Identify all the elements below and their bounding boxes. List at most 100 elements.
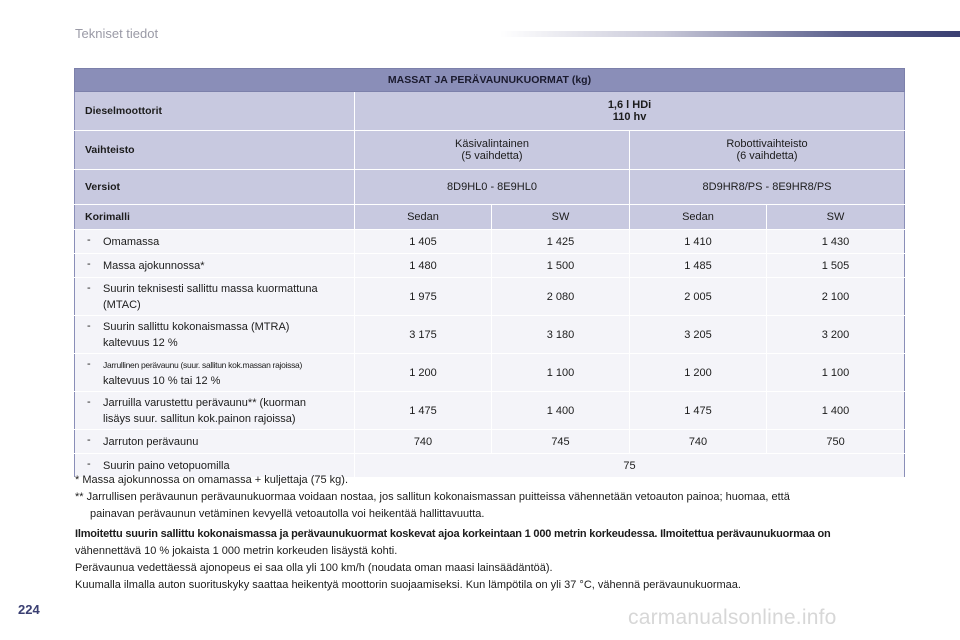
row-value: 1 200 [629,353,767,392]
row-dash: - [87,257,91,270]
row-dash: - [87,320,91,332]
row-value: 1 485 [629,253,767,278]
row-dash: - [87,457,91,470]
row-value: 1 100 [491,353,630,392]
row-dash: - [87,282,91,294]
gearbox-auto-line2: (6 vaihdetta) [736,150,798,162]
row-value: 1 505 [765,253,905,278]
row-value: 1 410 [629,229,767,254]
row-dash: - [87,433,91,446]
engine-line2: 110 hv [612,111,647,123]
engine-label: Dieselmoottorit [74,91,355,131]
footnotes: * Massa ajokunnossa on omamassa + kuljet… [75,472,905,594]
row-label-line2: lisäys suur. sallitun kok.painon rajoiss… [103,412,296,425]
engine-line1: 1,6 l HDi [607,99,652,111]
table-row: - Massa ajokunnossa* 1 480 1 500 1 485 1 … [74,253,905,278]
row-value: 740 [629,429,767,454]
table-row: - Suurin teknisesti sallittu massa kuorma… [74,277,905,316]
engine-row: Dieselmoottorit 1,6 l HDi 110 hv [74,91,905,131]
section-title: Tekniset tiedot [75,26,159,41]
row-value: 3 200 [765,315,905,354]
engine-value: 1,6 l HDi 110 hv [353,91,905,131]
table-title: MASSAT JA PERÄVAUNUKUORMAT (kg) [73,68,906,92]
table-row: - Suurin sallittu kokonaismassa (MTRA) kal… [74,315,905,354]
row-value: 1 475 [629,391,767,430]
row-label: - Omamassa [74,229,355,254]
row-value: 750 [765,429,905,454]
note-bold: Ilmoitettu suurin sallittu kokonaismassa… [75,528,831,540]
gearbox-manual: Käsivalintainen (5 vaihdetta) [354,130,630,170]
row-value: 1 500 [491,253,630,278]
versions-row: Versiot 8D9HL0 - 8E9HL0 8D9HR8/PS - 8E9H… [74,169,905,205]
versions-manual: 8D9HL0 - 8E9HL0 [354,169,630,205]
row-label: - Massa ajokunnossa* [74,253,355,278]
row-label-line1: Suurin sallittu kokonaismassa (MTRA) [103,320,290,333]
body-label: Korimalli [74,204,355,230]
gearbox-label: Vaihteisto [74,130,355,170]
row-value: 3 205 [629,315,767,354]
row-label-line1: Jarruton perävaunu [103,435,199,448]
table-row: - Jarruilla varustettu perävaunu** (kuorm… [74,391,905,430]
row-value: 1 400 [765,391,905,430]
row-value: 1 400 [491,391,630,430]
note-line6: Kuumalla ilmalla auton suorituskyky saat… [75,579,741,591]
row-dash: - [87,233,91,246]
row-value: 1 425 [491,229,630,254]
row-value: 75 [353,453,905,478]
row-label: - Jarrullinen perävaunu (suur. sallitun k… [74,353,355,392]
row-label-line1: Omamassa [103,235,160,248]
note-2-line1: ** Jarrullisen perävaunun perävaunukuorm… [75,491,790,503]
row-value: 1 975 [354,277,492,316]
table-row: - Jarruton perävaunu 740 745 740 750 [74,429,905,454]
row-label-line1: Suurin paino vetopuomilla [103,459,230,472]
note-2-line2: painavan perävaunun vetäminen kevyellä v… [90,508,485,520]
note-1: * Massa ajokunnossa on omamassa + kuljet… [75,474,349,486]
page-number: 224 [18,602,40,617]
row-value: 3 180 [491,315,630,354]
row-value: 745 [491,429,630,454]
row-value: 1 480 [354,253,492,278]
note-line4: vähennettävä 10 % jokaista 1 000 metrin … [75,545,398,557]
body-col-2: SW [491,204,630,230]
row-label: - Jarruilla varustettu perävaunu** (kuorm… [74,391,355,430]
gearbox-auto-line1: Robottivaihteisto [726,138,808,150]
row-label: - Suurin sallittu kokonaismassa (MTRA) kal… [74,315,355,354]
gearbox-auto: Robottivaihteisto (6 vaihdetta) [628,130,905,170]
row-value: 2 100 [765,277,905,316]
row-value: 2 005 [629,277,767,316]
body-row: Korimalli Sedan SW Sedan SW [74,204,905,230]
gearbox-manual-line1: Käsivalintainen [455,138,529,150]
body-col-1: Sedan [354,204,492,230]
table-row: - Omamassa 1 405 1 425 1 410 1 430 [74,229,905,254]
versions-auto: 8D9HR8/PS - 8E9HR8/PS [628,169,905,205]
row-value: 1 475 [354,391,492,430]
row-label-line2: kaltevuus 12 % [103,336,178,349]
row-label: - Suurin paino vetopuomilla [74,453,355,478]
row-dash: - [87,358,91,370]
row-label-line2: kaltevuus 10 % tai 12 % [103,374,221,387]
row-label-line1: Jarrullinen perävaunu (suur. sallitun ko… [103,359,302,370]
header-gradient-bar [500,31,960,37]
body-col-3: Sedan [629,204,767,230]
table-title-row: MASSAT JA PERÄVAUNUKUORMAT (kg) [73,68,906,92]
row-label: - Jarruton perävaunu [74,429,355,454]
body-col-4: SW [765,204,905,230]
row-dash: - [87,396,91,408]
mass-table: MASSAT JA PERÄVAUNUKUORMAT (kg) Dieselmo… [73,68,906,478]
table-row: - Jarrullinen perävaunu (suur. sallitun k… [74,353,905,392]
gearbox-manual-line2: (5 vaihdetta) [461,150,523,162]
row-label-line1: Massa ajokunnossa* [103,259,205,272]
row-value: 1 200 [354,353,492,392]
row-value: 740 [354,429,492,454]
versions-label: Versiot [74,169,355,205]
row-value: 3 175 [354,315,492,354]
table-row: - Suurin paino vetopuomilla 75 [74,453,905,478]
gearbox-row: Vaihteisto Käsivalintainen (5 vaihdetta)… [74,130,905,170]
note-line5: Perävaunua vedettäessä ajonopeus ei saa … [75,562,553,574]
row-value: 2 080 [491,277,630,316]
row-label-line1: Suurin teknisesti sallittu massa kuormat… [103,282,318,295]
row-value: 1 405 [354,229,492,254]
row-label-line2: (MTAC) [103,298,141,311]
row-value: 1 100 [765,353,905,392]
row-value: 1 430 [765,229,905,254]
